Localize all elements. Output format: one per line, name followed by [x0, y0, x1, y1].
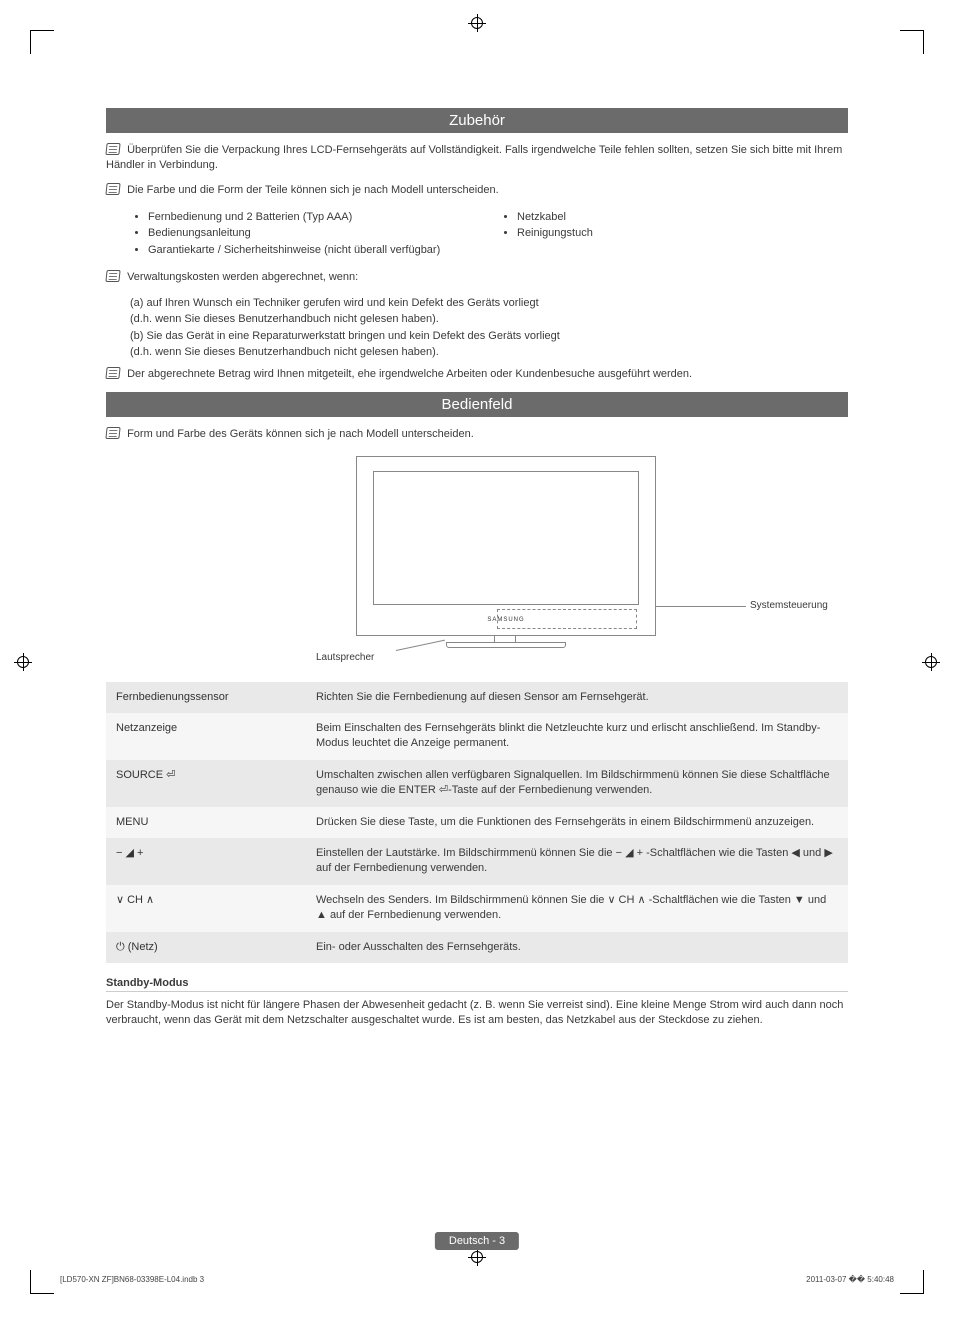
table-row: SOURCE ⏎Umschalten zwischen allen verfüg…: [106, 760, 848, 807]
control-key: − ◢ +: [106, 838, 306, 885]
footer-file-path: [LD570-XN ZF]BN68-03398E-L04.indb 3: [60, 1275, 204, 1284]
accessories-list: Fernbedienung und 2 Batterien (Typ AAA) …: [130, 208, 848, 261]
note-icon: [105, 367, 120, 379]
note-subitem: (a) auf Ihren Wunsch ein Techniker geruf…: [130, 295, 848, 312]
control-description: Umschalten zwischen allen verfügbaren Si…: [306, 760, 848, 807]
table-row: MENUDrücken Sie diese Taste, um die Funk…: [106, 807, 848, 838]
note-icon: [105, 143, 120, 155]
list-item: Garantiekarte / Sicherheitshinweise (nic…: [148, 243, 479, 258]
table-row: − ◢ +Einstellen der Lautstärke. Im Bilds…: [106, 838, 848, 885]
note-icon: [105, 183, 120, 195]
control-key: MENU: [106, 807, 306, 838]
standby-heading: Standby-Modus: [106, 977, 848, 992]
control-description: Einstellen der Lautstärke. Im Bildschirm…: [306, 838, 848, 885]
control-description: Beim Einschalten des Fernsehgeräts blink…: [306, 713, 848, 760]
tv-diagram: SAMSUNG Systemsteuerung Lautsprecher: [106, 456, 848, 666]
running-footer: [LD570-XN ZF]BN68-03398E-L04.indb 3 2011…: [60, 1275, 894, 1284]
footer-timestamp: 2011-03-07 �� 5:40:48: [806, 1275, 894, 1284]
note-subitem: (b) Sie das Gerät in eine Reparaturwerks…: [130, 328, 848, 345]
note-body: Die Farbe und die Form der Teile können …: [127, 184, 499, 196]
registration-mark-icon: [468, 14, 486, 32]
control-key: Netzanzeige: [106, 713, 306, 760]
note-text: Der abgerechnete Betrag wird Ihnen mitge…: [106, 367, 848, 382]
note-body: Der abgerechnete Betrag wird Ihnen mitge…: [127, 368, 692, 380]
registration-mark-icon: [468, 1248, 486, 1266]
callout-line: [396, 639, 445, 650]
note-subitem: (d.h. wenn Sie dieses Benutzerhandbuch n…: [130, 344, 848, 361]
controls-table: FernbedienungssensorRichten Sie die Fern…: [106, 682, 848, 963]
crop-mark: [30, 1270, 54, 1294]
list-item: Fernbedienung und 2 Batterien (Typ AAA): [148, 210, 479, 225]
note-body: Form und Farbe des Geräts können sich je…: [127, 428, 474, 440]
note-sublist: (a) auf Ihren Wunsch ein Techniker geruf…: [130, 295, 848, 361]
registration-mark-icon: [14, 653, 32, 671]
callout-label: Lautsprecher: [316, 652, 374, 663]
note-subitem: (d.h. wenn Sie dieses Benutzerhandbuch n…: [130, 311, 848, 328]
note-icon: [105, 270, 120, 282]
list-item: Netzkabel: [517, 210, 848, 225]
control-description: Drücken Sie diese Taste, um die Funktion…: [306, 807, 848, 838]
standby-body: Der Standby-Modus ist nicht für längere …: [106, 998, 848, 1029]
control-description: Ein- oder Ausschalten des Fernsehgeräts.: [306, 932, 848, 963]
control-description: Wechseln des Senders. Im Bildschirmmenü …: [306, 885, 848, 932]
control-description: Richten Sie die Fernbedienung auf diesen…: [306, 682, 848, 713]
crop-mark: [900, 1270, 924, 1294]
page-content: Zubehör Überprüfen Sie die Verpackung Ih…: [106, 108, 848, 1029]
tv-stand-icon: [446, 642, 566, 648]
control-key: ∨ CH ∧: [106, 885, 306, 932]
section-heading-bedienfeld: Bedienfeld: [106, 392, 848, 417]
control-key: SOURCE ⏎: [106, 760, 306, 807]
section-heading-zubehoer: Zubehör: [106, 108, 848, 133]
crop-mark: [900, 30, 924, 54]
tv-screen-icon: [373, 471, 639, 605]
table-row: ⏻ (Netz)Ein- oder Ausschalten des Fernse…: [106, 932, 848, 963]
callout-line: [656, 606, 746, 607]
tv-stand-icon: [494, 636, 516, 642]
tv-frame-icon: SAMSUNG: [356, 456, 656, 636]
crop-mark: [30, 30, 54, 54]
page-number-badge: Deutsch - 3: [435, 1232, 519, 1250]
note-icon: [105, 427, 120, 439]
note-text: Die Farbe und die Form der Teile können …: [106, 183, 848, 198]
tv-control-panel-icon: [497, 609, 637, 629]
control-key: Fernbedienungssensor: [106, 682, 306, 713]
table-row: FernbedienungssensorRichten Sie die Fern…: [106, 682, 848, 713]
table-row: ∨ CH ∧Wechseln des Senders. Im Bildschir…: [106, 885, 848, 932]
list-item: Bedienungsanleitung: [148, 226, 479, 241]
callout-label: Systemsteuerung: [750, 600, 828, 611]
note-text: Verwaltungskosten werden abgerechnet, we…: [106, 270, 848, 285]
table-row: NetzanzeigeBeim Einschalten des Fernsehg…: [106, 713, 848, 760]
control-key: ⏻ (Netz): [106, 932, 306, 963]
note-text: Überprüfen Sie die Verpackung Ihres LCD-…: [106, 143, 848, 173]
registration-mark-icon: [922, 653, 940, 671]
list-item: Reinigungstuch: [517, 226, 848, 241]
note-body: Überprüfen Sie die Verpackung Ihres LCD-…: [106, 144, 842, 171]
note-body: Verwaltungskosten werden abgerechnet, we…: [127, 271, 358, 283]
note-text: Form und Farbe des Geräts können sich je…: [106, 427, 848, 442]
